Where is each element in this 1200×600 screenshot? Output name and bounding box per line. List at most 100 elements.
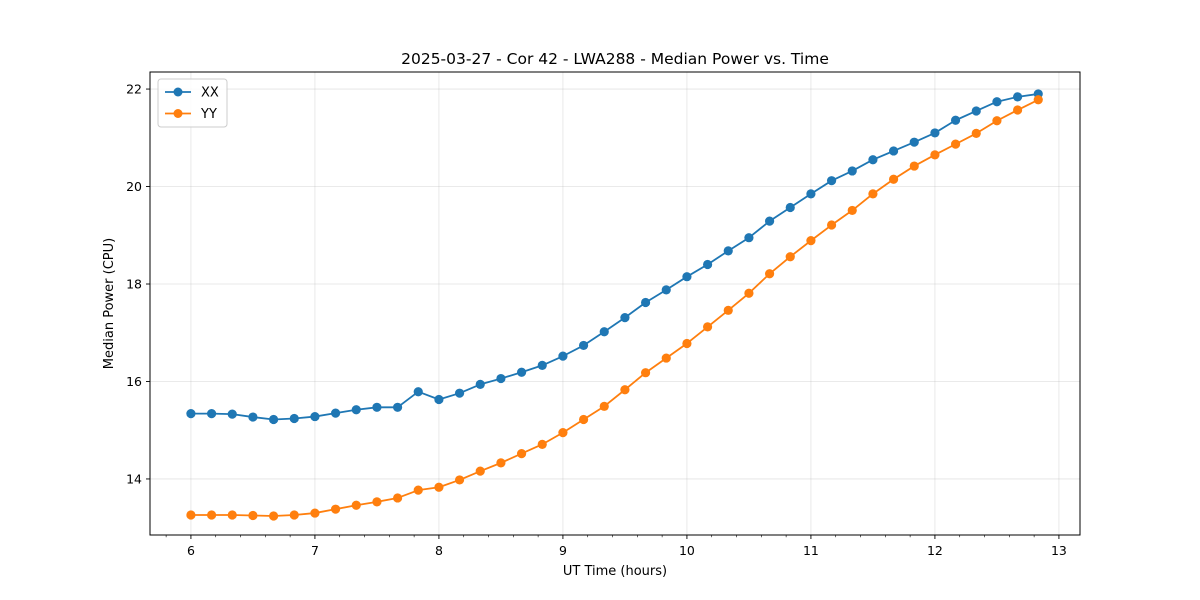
data-point-yy — [578, 414, 589, 425]
data-point-xx — [454, 388, 465, 398]
data-point-xx — [434, 394, 444, 405]
data-point-xx — [847, 166, 857, 176]
data-point-xx — [206, 409, 217, 419]
data-point-yy — [310, 508, 320, 518]
series-xx — [186, 89, 1043, 425]
data-point-yy — [764, 269, 775, 279]
data-point-xx — [351, 405, 361, 415]
data-point-yy — [227, 510, 237, 520]
data-point-yy — [413, 485, 423, 495]
y-tick-label: 16 — [126, 374, 142, 389]
data-point-yy — [620, 385, 630, 395]
legend-marker-xx-dot — [173, 87, 183, 97]
data-point-yy — [496, 458, 506, 468]
legend-label-yy: YY — [200, 107, 217, 122]
data-point-xx — [248, 412, 258, 422]
legend-marker-yy-dot — [173, 109, 183, 118]
data-point-yy — [806, 236, 816, 246]
x-tick-label: 13 — [1051, 543, 1067, 558]
y-tick-label: 14 — [126, 471, 142, 486]
y-tick-label: 18 — [126, 277, 142, 292]
data-point-yy — [888, 174, 899, 184]
data-point-yy — [516, 449, 527, 459]
data-point-xx — [702, 259, 713, 270]
data-point-xx — [888, 146, 899, 156]
data-point-yy — [723, 305, 733, 315]
data-point-xx — [496, 373, 506, 384]
y-tick-label: 22 — [126, 82, 142, 97]
data-point-xx — [868, 155, 878, 165]
data-point-xx — [599, 327, 609, 337]
data-point-xx — [268, 414, 279, 425]
x-tick-label: 9 — [559, 543, 567, 558]
x-tick-label: 7 — [311, 543, 319, 558]
data-point-xx — [372, 402, 382, 412]
data-point-yy — [330, 504, 341, 514]
data-point-xx — [227, 409, 237, 419]
legend: XX YY — [157, 78, 228, 128]
data-point-xx — [413, 387, 423, 397]
data-point-xx — [516, 367, 527, 377]
x-tick-label: 8 — [435, 543, 443, 558]
data-point-xx — [764, 216, 775, 226]
plot-frame — [149, 71, 1081, 536]
data-point-yy — [392, 493, 403, 503]
data-point-xx — [806, 189, 816, 199]
data-point-xx — [640, 297, 651, 308]
data-point-xx — [992, 97, 1002, 107]
data-point-yy — [1033, 95, 1043, 105]
data-point-xx — [620, 313, 630, 323]
x-tick-label: 6 — [187, 543, 195, 558]
data-point-yy — [454, 475, 465, 485]
data-point-yy — [351, 500, 361, 510]
data-point-xx — [971, 106, 981, 116]
data-point-xx — [785, 202, 795, 213]
data-point-yy — [206, 510, 217, 520]
data-point-xx — [330, 408, 341, 418]
data-point-yy — [558, 428, 568, 438]
data-point-yy — [661, 353, 671, 363]
data-point-yy — [268, 511, 279, 521]
x-tick-label: 12 — [927, 543, 943, 558]
data-point-yy — [372, 497, 382, 507]
data-point-yy — [682, 338, 692, 349]
data-point-xx — [475, 379, 485, 390]
data-point-xx — [930, 128, 940, 138]
data-point-xx — [826, 176, 837, 186]
data-point-yy — [434, 482, 444, 492]
data-point-yy — [186, 510, 196, 520]
y-tick-label: 20 — [126, 179, 142, 194]
data-point-xx — [909, 137, 919, 147]
data-point-yy — [475, 466, 485, 476]
data-point-xx — [682, 272, 692, 282]
data-point-yy — [950, 139, 961, 149]
data-point-yy — [702, 322, 713, 332]
data-point-xx — [578, 340, 589, 351]
grid — [150, 72, 1080, 535]
data-point-yy — [537, 439, 547, 449]
data-point-yy — [289, 510, 299, 520]
data-point-xx — [558, 351, 568, 361]
data-point-yy — [868, 189, 878, 199]
legend-label-xx: XX — [201, 86, 219, 101]
chart-title: 2025-03-27 - Cor 42 - LWA288 - Median Po… — [401, 50, 829, 68]
data-point-xx — [1012, 92, 1023, 102]
data-point-yy — [971, 128, 981, 139]
data-point-yy — [248, 510, 258, 521]
data-point-yy — [744, 288, 754, 298]
data-point-xx — [661, 285, 671, 295]
data-point-yy — [826, 220, 837, 230]
data-point-yy — [930, 150, 940, 160]
data-point-yy — [1012, 105, 1023, 115]
data-point-xx — [744, 233, 754, 243]
x-tick-label: 10 — [679, 543, 695, 558]
data-point-xx — [186, 409, 196, 419]
data-point-yy — [640, 368, 651, 378]
data-point-xx — [310, 411, 320, 422]
data-point-xx — [723, 246, 733, 256]
x-tick-label: 11 — [803, 543, 819, 558]
data-point-yy — [847, 205, 857, 216]
ticks: 6 7 8 9 10 11 12 13 14 16 18 20 22 — [126, 82, 1067, 558]
data-point-yy — [785, 252, 795, 262]
data-point-xx — [289, 413, 299, 424]
